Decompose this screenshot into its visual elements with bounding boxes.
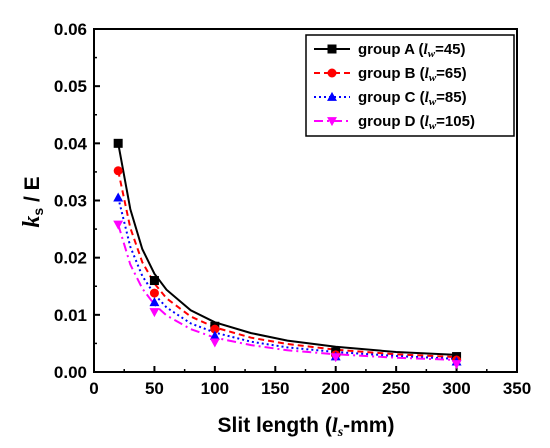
- data-point-series-1: [149, 288, 159, 298]
- data-point-series-3: [149, 308, 160, 318]
- data-point-series-2: [149, 297, 160, 307]
- data-point-series-1: [113, 166, 123, 176]
- data-point-series-0: [149, 276, 159, 286]
- x-axis-title: Slit length (ls-mm): [218, 413, 395, 440]
- x-tick-label: 100: [201, 379, 229, 398]
- legend-marker-3: [327, 117, 337, 127]
- x-tick-label: 250: [382, 379, 410, 398]
- y-tick-label: 0.01: [54, 306, 87, 325]
- legend-label-1: group B (lw=65): [358, 65, 467, 84]
- data-point-series-3: [330, 353, 341, 363]
- fit-curve-series-0: [117, 143, 457, 356]
- legend-marker-1: [327, 68, 337, 78]
- fit-curve-series-2: [117, 197, 457, 360]
- y-tick-label: 0.04: [54, 134, 88, 153]
- data-point-series-3: [451, 360, 462, 370]
- x-axis: 0 50 100 150 200 250 300 350: [89, 366, 531, 398]
- fit-curve-series-3: [117, 224, 457, 361]
- legend-marker-0: [327, 44, 337, 54]
- legend-label-0: group A (lw=45): [358, 41, 466, 60]
- x-tick-label: 200: [322, 379, 350, 398]
- data-point-series-3: [209, 338, 220, 348]
- fit-curves: [117, 143, 457, 361]
- y-tick-label: 0.00: [54, 363, 87, 382]
- y-axis: 0.00 0.01 0.02 0.03 0.04 0.05 0.06: [54, 20, 100, 382]
- x-tick-label: 0: [89, 379, 98, 398]
- data-point-series-3: [113, 220, 124, 230]
- x-tick-label: 50: [145, 379, 164, 398]
- y-axis-title: ks / E: [19, 176, 46, 227]
- y-tick-label: 0.02: [54, 249, 87, 268]
- fit-curve-series-1: [117, 170, 457, 359]
- data-markers: [113, 138, 462, 370]
- data-point-series-1: [210, 324, 220, 334]
- legend-label-2: group C (lw=85): [358, 89, 467, 108]
- data-point-series-2: [209, 330, 220, 340]
- x-tick-label: 350: [503, 379, 531, 398]
- data-point-series-2: [113, 192, 124, 202]
- legend-marker-2: [327, 91, 337, 101]
- y-tick-label: 0.05: [54, 77, 87, 96]
- x-tick-label: 150: [261, 379, 289, 398]
- data-point-series-0: [113, 138, 123, 148]
- y-tick-label: 0.06: [54, 20, 87, 39]
- legend-box: [305, 34, 515, 137]
- y-tick-label: 0.03: [54, 192, 87, 211]
- legend: group A (lw=45) group B (lw=65) group C (l…: [305, 34, 515, 137]
- legend-label-3: group D (lw=105): [358, 113, 475, 132]
- x-tick-label: 300: [442, 379, 470, 398]
